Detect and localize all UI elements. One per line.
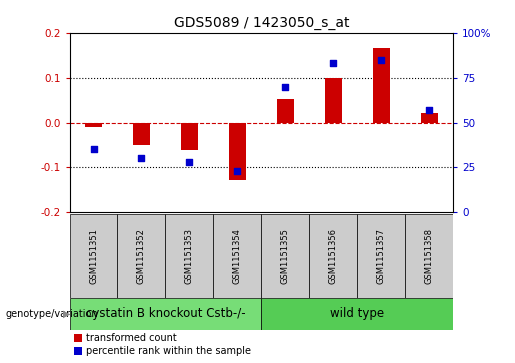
Point <box>233 168 242 174</box>
Point <box>138 155 146 161</box>
Bar <box>70 298 261 330</box>
Point <box>185 159 194 165</box>
Bar <box>165 214 213 298</box>
Bar <box>357 214 405 298</box>
Bar <box>261 298 453 330</box>
Text: GSM1151354: GSM1151354 <box>233 228 242 284</box>
Text: GSM1151356: GSM1151356 <box>329 228 338 284</box>
Text: GSM1151355: GSM1151355 <box>281 228 290 284</box>
Bar <box>70 214 117 298</box>
Bar <box>213 214 261 298</box>
Text: genotype/variation: genotype/variation <box>5 309 98 319</box>
Bar <box>85 123 102 127</box>
Bar <box>117 214 165 298</box>
Title: GDS5089 / 1423050_s_at: GDS5089 / 1423050_s_at <box>174 16 349 30</box>
Text: GSM1151357: GSM1151357 <box>377 228 386 284</box>
Bar <box>373 48 390 123</box>
Text: cystatin B knockout Cstb-/-: cystatin B knockout Cstb-/- <box>85 307 245 321</box>
Text: GSM1151351: GSM1151351 <box>89 228 98 284</box>
Bar <box>325 78 341 123</box>
Bar <box>310 214 357 298</box>
Text: GSM1151352: GSM1151352 <box>137 228 146 284</box>
Point <box>377 57 385 62</box>
Text: wild type: wild type <box>330 307 384 321</box>
Point <box>425 107 433 113</box>
Text: GSM1151353: GSM1151353 <box>185 228 194 284</box>
Bar <box>181 123 198 150</box>
Point <box>90 147 98 152</box>
Text: ▶: ▶ <box>63 309 71 319</box>
Text: GSM1151358: GSM1151358 <box>425 228 434 284</box>
Bar <box>405 214 453 298</box>
Point <box>329 60 337 66</box>
Bar <box>261 214 310 298</box>
Bar <box>229 123 246 180</box>
Bar <box>277 99 294 123</box>
Bar <box>133 123 150 145</box>
Bar <box>421 113 438 123</box>
Point <box>281 84 289 90</box>
Legend: transformed count, percentile rank within the sample: transformed count, percentile rank withi… <box>74 333 251 356</box>
